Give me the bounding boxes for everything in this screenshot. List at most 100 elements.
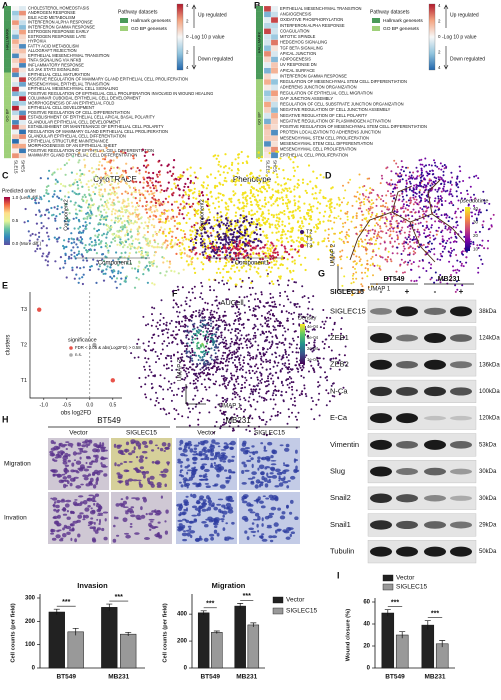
cell-point bbox=[425, 199, 428, 202]
cell-point bbox=[231, 328, 233, 331]
cell-point bbox=[119, 271, 122, 274]
cell-point bbox=[113, 190, 116, 193]
cell-point bbox=[213, 310, 216, 313]
cell-point bbox=[223, 265, 226, 268]
cell-point bbox=[433, 200, 436, 202]
cell-point bbox=[369, 187, 372, 190]
cell-point bbox=[196, 229, 199, 232]
cell-point bbox=[477, 267, 480, 269]
cell-point bbox=[396, 225, 399, 228]
cell-point bbox=[77, 250, 81, 253]
cell-point bbox=[196, 232, 199, 235]
cell-point bbox=[340, 255, 343, 258]
cell-point bbox=[257, 204, 260, 207]
cell-point bbox=[259, 227, 262, 231]
cell-point bbox=[244, 258, 247, 261]
cell-point bbox=[270, 166, 273, 169]
cell-point bbox=[72, 182, 76, 185]
cell-point bbox=[350, 220, 353, 223]
cell-point bbox=[208, 240, 211, 243]
cell-point bbox=[444, 190, 447, 193]
cell-point bbox=[227, 360, 230, 363]
cell-point bbox=[106, 174, 109, 177]
cell-point bbox=[408, 253, 411, 256]
group-cell bbox=[4, 15, 11, 21]
cell-point bbox=[213, 218, 216, 222]
cell-point bbox=[162, 388, 165, 391]
cell-point bbox=[350, 282, 353, 285]
cell-point bbox=[111, 210, 114, 213]
cell-point bbox=[76, 213, 79, 216]
cell-point bbox=[203, 250, 206, 253]
cell-point bbox=[143, 365, 146, 368]
cell-point bbox=[248, 221, 251, 225]
cell-point bbox=[425, 220, 428, 223]
cell-point bbox=[249, 342, 252, 345]
cell-point bbox=[408, 233, 411, 236]
cell-point bbox=[62, 247, 66, 250]
cell-point bbox=[230, 197, 233, 200]
cell-point bbox=[421, 259, 424, 261]
cell-point bbox=[490, 224, 493, 227]
cell-point bbox=[460, 251, 463, 254]
cell-point bbox=[196, 326, 199, 329]
cell-point bbox=[237, 254, 240, 257]
arrow bbox=[443, 4, 449, 70]
cell-point bbox=[245, 228, 249, 231]
heat-cell bbox=[263, 5, 272, 12]
cell-point bbox=[129, 213, 132, 216]
cell-point bbox=[283, 245, 286, 248]
cell-point bbox=[100, 246, 103, 249]
cell-point bbox=[360, 210, 363, 213]
cell-point bbox=[68, 184, 71, 187]
cell-point bbox=[434, 164, 437, 167]
cell-point bbox=[142, 236, 145, 239]
cell-point bbox=[191, 349, 194, 352]
cell-point bbox=[154, 201, 158, 205]
cell-point bbox=[452, 265, 454, 268]
cell-point bbox=[364, 267, 367, 270]
cell-point bbox=[357, 197, 360, 200]
cell-point bbox=[300, 375, 303, 377]
cell-point bbox=[147, 323, 150, 326]
cell-point bbox=[261, 219, 265, 222]
group-cell bbox=[4, 58, 11, 64]
cell-point bbox=[112, 233, 115, 236]
cell-point bbox=[134, 211, 137, 214]
cell-point bbox=[343, 336, 346, 339]
cell-point bbox=[236, 336, 239, 339]
cell-point bbox=[153, 254, 156, 257]
cell-point bbox=[89, 206, 92, 209]
cell-point bbox=[193, 191, 196, 194]
cell-point bbox=[269, 418, 272, 421]
cell-point bbox=[247, 276, 250, 279]
cell-point bbox=[442, 188, 445, 191]
cell-point bbox=[145, 159, 148, 162]
cell-point bbox=[450, 279, 452, 282]
cell-point bbox=[196, 337, 199, 340]
cell-point bbox=[54, 217, 57, 220]
cell-point bbox=[222, 276, 225, 279]
cell-point bbox=[384, 216, 387, 219]
cell-point bbox=[109, 266, 112, 269]
cell-point bbox=[163, 209, 166, 212]
cell-point bbox=[276, 238, 279, 241]
cell-point bbox=[137, 218, 140, 221]
cell-point bbox=[381, 212, 384, 215]
cell-point bbox=[404, 174, 407, 177]
cell-point bbox=[175, 252, 178, 255]
cell-point bbox=[157, 181, 160, 184]
cell-point bbox=[392, 215, 395, 218]
cell-point bbox=[209, 311, 212, 314]
cell-point bbox=[284, 350, 287, 353]
cell-point bbox=[124, 169, 127, 172]
cell-point bbox=[65, 276, 68, 279]
cell-point bbox=[125, 175, 129, 178]
cell-point bbox=[419, 163, 422, 166]
cell-point bbox=[235, 235, 238, 238]
cell-point bbox=[207, 378, 210, 380]
cell-point bbox=[234, 158, 237, 161]
cell-point bbox=[104, 174, 107, 177]
cell-point bbox=[217, 349, 220, 352]
axis-label: UMAP 2 bbox=[331, 243, 337, 266]
